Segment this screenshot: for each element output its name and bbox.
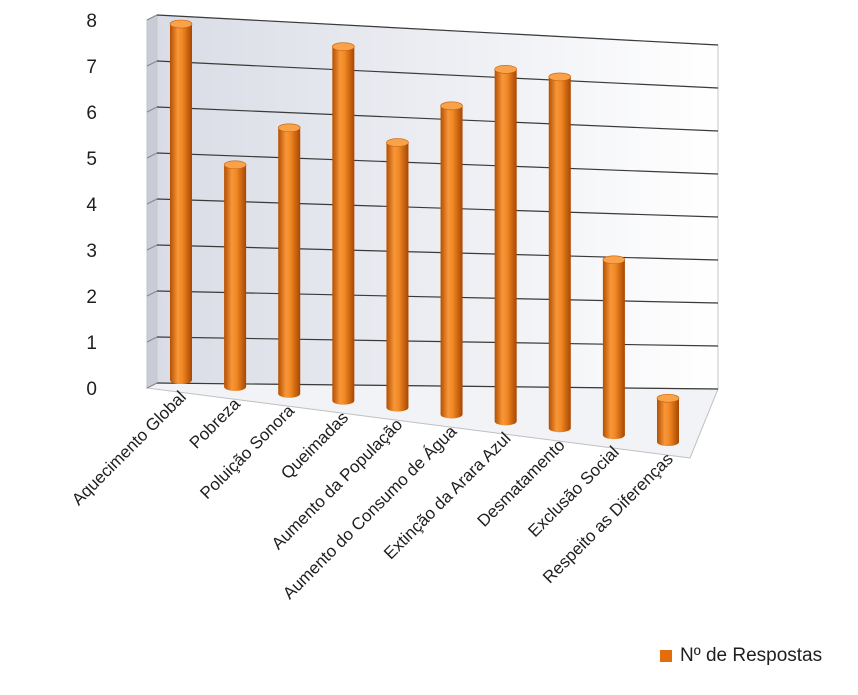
- y-tick-label: 8: [86, 11, 97, 32]
- y-tick-label: 5: [86, 149, 97, 170]
- gridline: [156, 198, 719, 218]
- bar-top: [656, 393, 680, 403]
- bar-body: [602, 259, 625, 440]
- bar-top: [223, 160, 247, 170]
- side-gridline: [146, 198, 158, 205]
- side-gridline: [146, 290, 158, 297]
- y-tick-label: 6: [86, 103, 97, 124]
- bar-top: [277, 123, 301, 133]
- side-gridline: [146, 60, 158, 67]
- bar-top: [332, 42, 355, 51]
- bar: [602, 255, 626, 440]
- side-gridline: [146, 382, 158, 389]
- bar: [440, 101, 463, 419]
- y-tick-label: 3: [86, 241, 97, 262]
- bar: [223, 160, 247, 391]
- bar-body: [548, 76, 571, 433]
- legend-label: Nº de Respostas: [680, 645, 823, 666]
- bars: [169, 19, 680, 446]
- x-category-label: Pobreza: [186, 394, 245, 453]
- bar-body: [386, 142, 409, 412]
- bar-top: [602, 255, 626, 265]
- gridline: [156, 152, 719, 175]
- gridline: [156, 60, 719, 89]
- bar-body: [657, 398, 679, 446]
- gridline: [156, 14, 719, 46]
- y-tick-label: 4: [86, 195, 97, 216]
- bar-body: [170, 24, 192, 384]
- side-gridline: [146, 14, 158, 21]
- gridline: [156, 244, 719, 261]
- bar: [277, 123, 301, 398]
- bar-top: [169, 19, 193, 29]
- y-tick-label: 1: [86, 333, 97, 354]
- bar-top: [548, 72, 572, 82]
- bar: [548, 72, 572, 433]
- y-tick-label: 2: [86, 287, 97, 308]
- bar: [332, 42, 355, 405]
- legend: Nº de Respostas: [660, 645, 822, 667]
- bar-body: [278, 127, 301, 398]
- bar-top: [494, 65, 517, 74]
- bar: [386, 138, 409, 412]
- x-category-label: Aquecimento Global: [68, 387, 190, 509]
- side-gridline: [146, 106, 158, 113]
- bar-top: [386, 138, 409, 147]
- bar-top: [440, 101, 463, 111]
- y-tick-label: 7: [86, 57, 97, 78]
- bar-body: [494, 69, 517, 426]
- y-tick-label: 0: [86, 379, 97, 400]
- gridline: [156, 106, 719, 132]
- bar: [169, 19, 193, 384]
- bar-body: [332, 46, 355, 405]
- y-axis-ticks: 0 1 2 3 4 5 6 7 8: [86, 11, 97, 400]
- legend-swatch: [660, 650, 672, 662]
- bar-body: [224, 164, 247, 391]
- side-gridline: [146, 244, 158, 251]
- side-gridline: [146, 336, 158, 343]
- side-gridline: [146, 152, 158, 159]
- bar: [494, 65, 517, 426]
- bar-body: [440, 105, 463, 419]
- bar: [656, 393, 680, 446]
